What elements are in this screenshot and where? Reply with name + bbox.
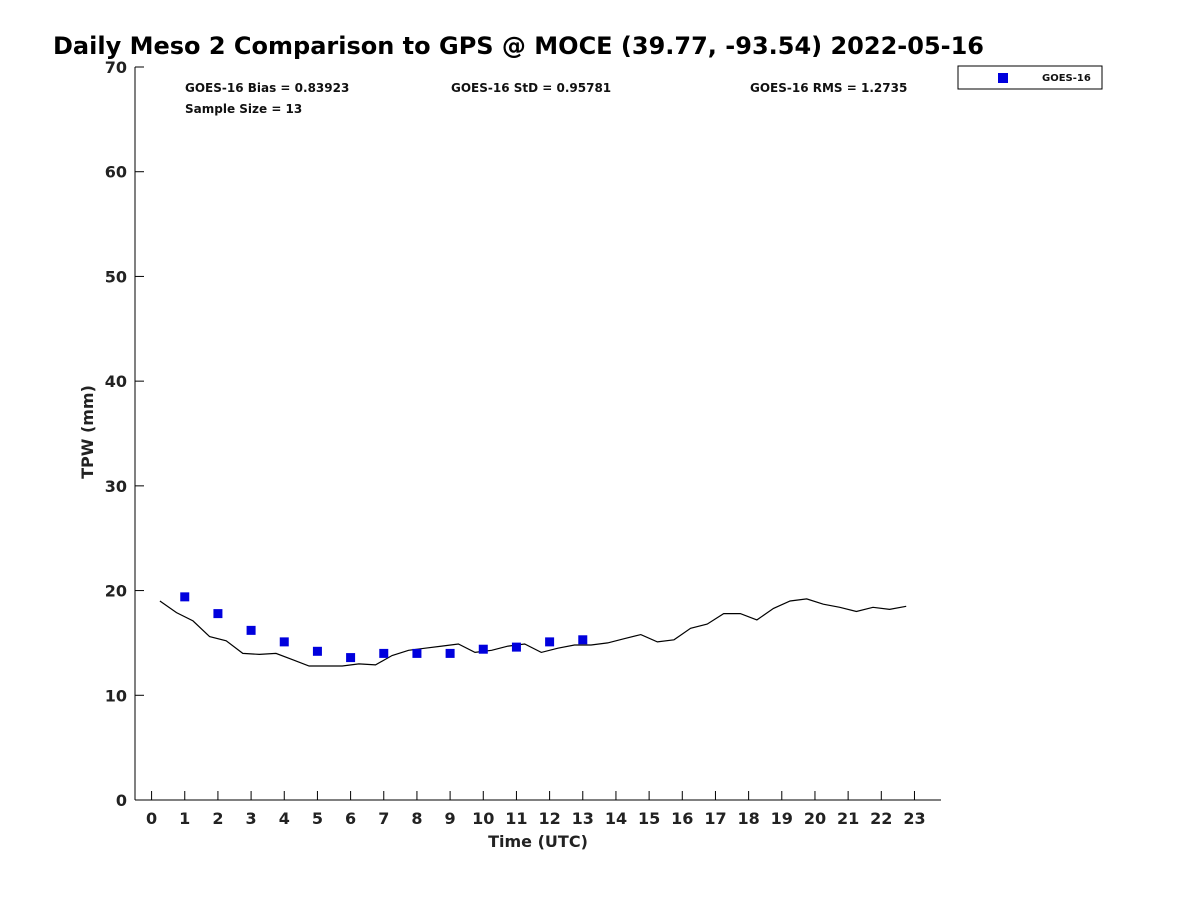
series-layer — [159, 592, 907, 667]
y-tick-label: 0 — [116, 791, 127, 810]
x-tick-label: 12 — [538, 809, 560, 828]
gps-series-line — [159, 598, 907, 667]
goes16-data-point — [180, 592, 190, 602]
y-tick-label: 20 — [105, 582, 127, 601]
y-axis-label: TPW (mm) — [78, 385, 97, 479]
chart-title: Daily Meso 2 Comparison to GPS @ MOCE (3… — [53, 32, 984, 60]
x-tick-label: 2 — [212, 809, 223, 828]
x-tick-label: 7 — [378, 809, 389, 828]
x-tick-label: 15 — [638, 809, 660, 828]
std-stat: GOES-16 StD = 0.95781 — [451, 81, 611, 95]
x-axis-label: Time (UTC) — [488, 832, 588, 851]
y-tick-label: 10 — [105, 686, 127, 705]
y-tick-label: 40 — [105, 372, 127, 391]
legend-box — [957, 65, 1103, 90]
legend-label-goes16: GOES-16 — [1042, 73, 1091, 84]
legend: GOES-16 — [957, 65, 1103, 90]
x-tick-label: 1 — [179, 809, 190, 828]
x-tick-label: 19 — [771, 809, 793, 828]
y-tick-label: 60 — [105, 163, 127, 182]
x-tick-label: 9 — [445, 809, 456, 828]
x-tick-label: 6 — [345, 809, 356, 828]
x-tick-label: 17 — [704, 809, 726, 828]
goes16-data-point — [379, 648, 389, 658]
x-tick-label: 13 — [572, 809, 594, 828]
y-tick-label: 70 — [105, 58, 127, 77]
rms-stat: GOES-16 RMS = 1.2735 — [750, 81, 907, 95]
x-tick-label: 10 — [472, 809, 494, 828]
y-tick-label: 30 — [105, 477, 127, 496]
legend-marker-goes16 — [998, 73, 1008, 83]
bias-stat: GOES-16 Bias = 0.83923 — [185, 81, 349, 95]
x-tick-label: 5 — [312, 809, 323, 828]
goes16-data-point — [346, 653, 356, 663]
x-tick-label: 18 — [737, 809, 759, 828]
x-tick-label: 20 — [804, 809, 826, 828]
x-tick-label: 22 — [870, 809, 892, 828]
x-tick-label: 23 — [903, 809, 925, 828]
x-tick-label: 3 — [246, 809, 257, 828]
axes — [134, 66, 941, 801]
x-tick-label: 21 — [837, 809, 859, 828]
x-tick-label: 14 — [605, 809, 627, 828]
sample-size-stat: Sample Size = 13 — [185, 102, 302, 116]
goes16-data-point — [312, 646, 322, 656]
x-tick-label: 0 — [146, 809, 157, 828]
goes16-data-point — [412, 648, 422, 658]
x-tick-label: 11 — [505, 809, 527, 828]
goes16-data-point — [511, 642, 521, 652]
x-tick-label: 16 — [671, 809, 693, 828]
x-tick-label: 4 — [279, 809, 290, 828]
goes16-data-point — [478, 644, 488, 654]
goes16-data-point — [279, 637, 289, 647]
goes16-data-point — [246, 625, 256, 635]
goes16-data-point — [545, 637, 555, 647]
goes16-data-point — [213, 609, 223, 619]
goes16-data-point — [445, 648, 455, 658]
goes16-data-point — [578, 635, 588, 645]
x-tick-label: 8 — [411, 809, 422, 828]
y-tick-label: 50 — [105, 267, 127, 286]
